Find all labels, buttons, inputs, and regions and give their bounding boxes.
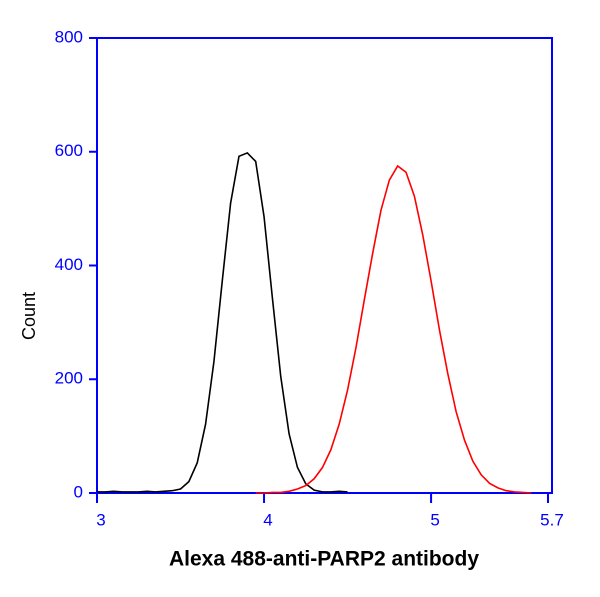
x-tick-label: 5 (430, 510, 439, 529)
y-axis-label: Count (19, 292, 39, 340)
y-tick-label: 800 (55, 27, 83, 46)
x-tick-label: 4 (263, 510, 272, 529)
y-tick-label: 0 (74, 482, 83, 501)
x-axis-label: Alexa 488-anti-PARP2 antibody (169, 548, 479, 571)
plot-frame (96, 37, 553, 494)
x-tick-label: 5.7 (540, 510, 564, 529)
histogram-line (97, 151, 348, 493)
y-tick-label: 200 (55, 369, 83, 388)
histogram-line (255, 164, 532, 494)
x-tick-label: 3 (96, 510, 105, 529)
y-tick-label: 600 (55, 141, 83, 160)
y-tick-label: 400 (55, 255, 83, 274)
